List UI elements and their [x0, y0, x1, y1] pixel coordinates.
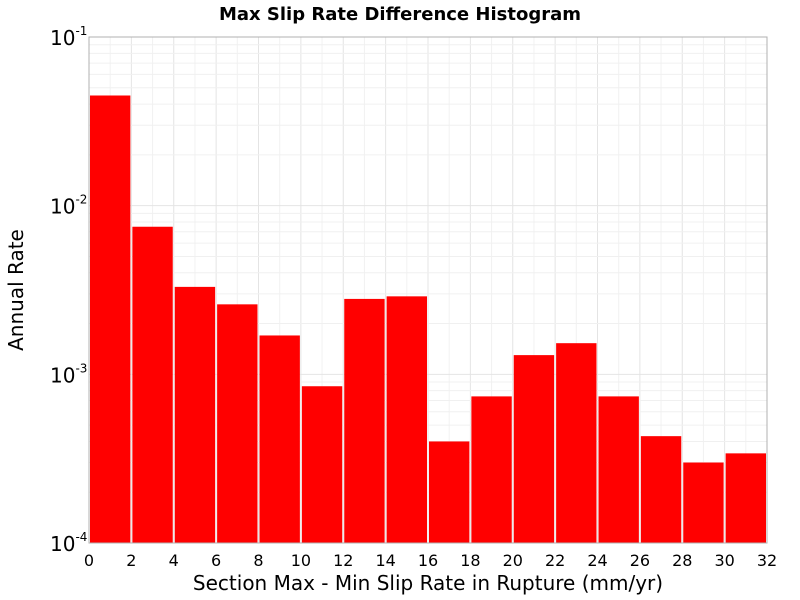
histogram-bar [683, 462, 724, 543]
histogram-bar [174, 286, 216, 543]
y-tick-label: 10-4 [50, 530, 87, 556]
bars [90, 95, 766, 543]
x-tick-label: 22 [545, 551, 565, 570]
x-tick-label: 4 [169, 551, 179, 570]
plot-border [88, 36, 768, 544]
x-tick-label: 32 [757, 551, 777, 570]
y-tick-label: 10-2 [50, 193, 87, 219]
x-tick-label: 10 [291, 551, 311, 570]
x-tick-label: 26 [630, 551, 650, 570]
y-tick-label: 10-3 [50, 361, 87, 387]
histogram-bar [598, 396, 639, 543]
histogram-bar [513, 355, 555, 543]
histogram-bar [471, 396, 512, 543]
histogram-bar [429, 441, 470, 543]
x-axis-ticks: 0 2 4 6 8 10 12 14 16 18 20 22 24 26 28 30 32 [84, 551, 777, 570]
histogram-bar [259, 335, 300, 543]
x-tick-label: 12 [333, 551, 353, 570]
chart-title: Max Slip Rate Difference Histogram [219, 4, 581, 25]
x-axis-label: Section Max - Min Slip Rate in Rupture (… [193, 571, 663, 595]
x-tick-label: 28 [672, 551, 692, 570]
x-tick-label: 14 [375, 551, 395, 570]
y-axis-label: Annual Rate [4, 229, 28, 351]
histogram-bar [217, 304, 258, 543]
histogram-bar [556, 343, 597, 543]
x-tick-label: 24 [587, 551, 607, 570]
histogram-bar [301, 386, 343, 543]
x-tick-label: 20 [503, 551, 523, 570]
histogram-bar [386, 296, 427, 543]
x-tick-label: 16 [418, 551, 438, 570]
histogram-bar [640, 436, 682, 543]
y-axis-ticks: 10-1 10-2 10-3 10-4 [50, 24, 87, 556]
x-tick-label: 0 [84, 551, 94, 570]
histogram-bar [725, 453, 766, 543]
y-tick-label: 10-1 [50, 24, 87, 50]
x-tick-label: 18 [460, 551, 480, 570]
x-tick-label: 8 [253, 551, 263, 570]
histogram-bar [344, 298, 385, 543]
histogram-bar [90, 95, 131, 543]
x-tick-label: 6 [211, 551, 221, 570]
x-tick-label: 30 [714, 551, 734, 570]
x-tick-label: 2 [126, 551, 136, 570]
histogram-bar [132, 226, 173, 543]
